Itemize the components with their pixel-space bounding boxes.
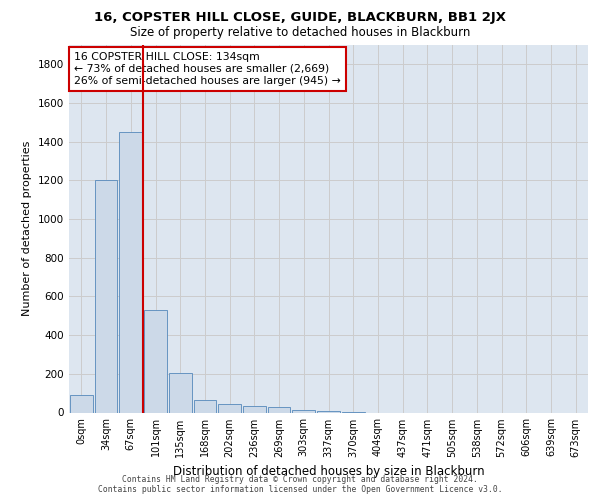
Text: Size of property relative to detached houses in Blackburn: Size of property relative to detached ho… — [130, 26, 470, 39]
Bar — [194, 400, 216, 412]
X-axis label: Distribution of detached houses by size in Blackburn: Distribution of detached houses by size … — [173, 465, 484, 478]
Bar — [218, 404, 241, 412]
Bar — [70, 395, 93, 412]
Bar — [268, 408, 290, 412]
Y-axis label: Number of detached properties: Number of detached properties — [22, 141, 32, 316]
Bar — [243, 406, 266, 412]
Bar — [292, 410, 315, 412]
Bar — [95, 180, 118, 412]
Text: 16, COPSTER HILL CLOSE, GUIDE, BLACKBURN, BB1 2JX: 16, COPSTER HILL CLOSE, GUIDE, BLACKBURN… — [94, 12, 506, 24]
Bar — [317, 410, 340, 412]
Bar — [144, 310, 167, 412]
Bar — [169, 373, 191, 412]
Bar — [119, 132, 142, 412]
Text: 16 COPSTER HILL CLOSE: 134sqm
← 73% of detached houses are smaller (2,669)
26% o: 16 COPSTER HILL CLOSE: 134sqm ← 73% of d… — [74, 52, 341, 86]
Text: Contains HM Land Registry data © Crown copyright and database right 2024.
Contai: Contains HM Land Registry data © Crown c… — [98, 474, 502, 494]
